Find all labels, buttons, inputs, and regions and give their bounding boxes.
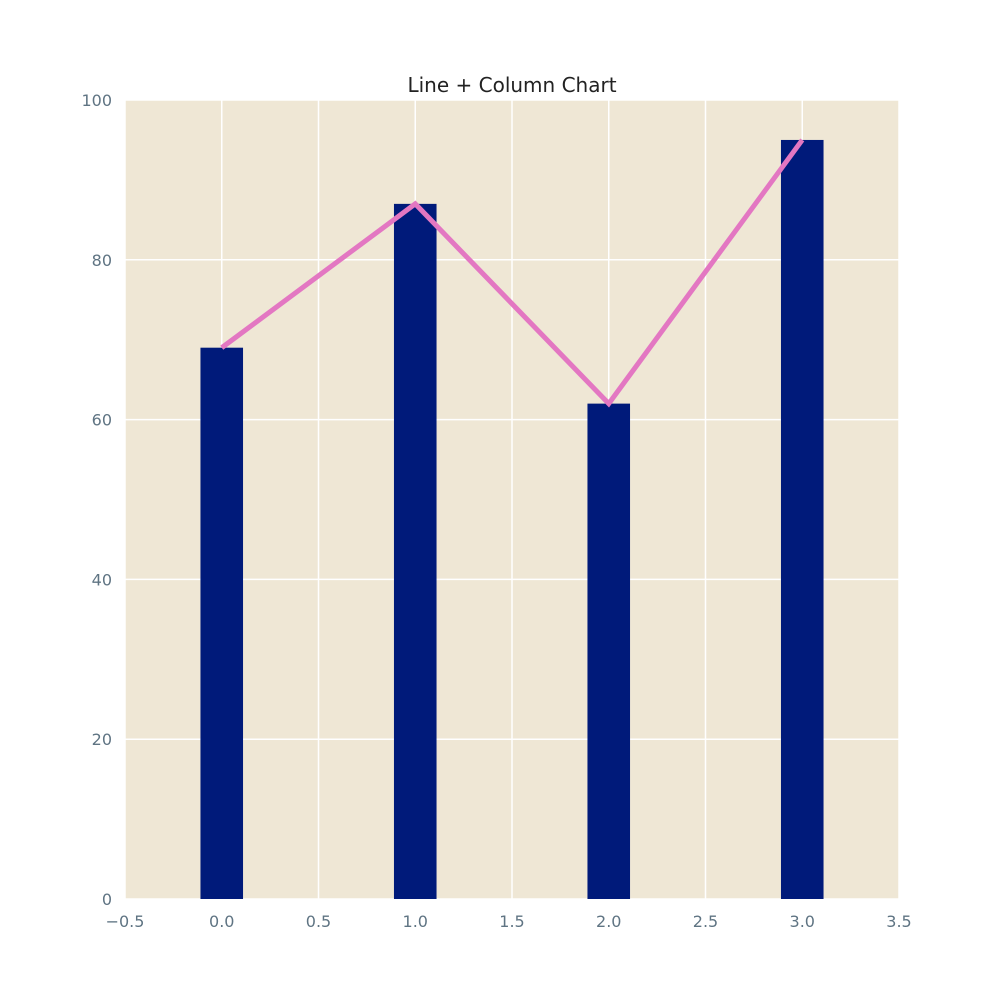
- line-series-path: [220, 138, 805, 408]
- bar-2: [587, 403, 631, 899]
- y-tick-label-2: 40: [92, 570, 112, 589]
- bar-0: [200, 347, 244, 899]
- x-tick-label-5: 2.0: [596, 912, 621, 931]
- x-tick-label-1: 0.0: [209, 912, 234, 931]
- line-series: [220, 138, 805, 408]
- x-tick-label-7: 3.0: [790, 912, 815, 931]
- bar-series: [200, 139, 824, 899]
- bar-3: [780, 139, 824, 899]
- x-tick-label-4: 1.5: [499, 912, 524, 931]
- y-tick-label-4: 80: [92, 251, 112, 270]
- y-tick-label-1: 20: [92, 730, 112, 749]
- y-axis-ticks: 0 20 40 60 80 100: [81, 91, 112, 909]
- x-tick-label-2: 0.5: [306, 912, 331, 931]
- x-tick-label-8: 3.5: [886, 912, 911, 931]
- y-tick-label-5: 100: [81, 91, 112, 110]
- y-tick-label-3: 60: [92, 411, 112, 430]
- bar-1: [393, 203, 437, 899]
- y-tick-label-0: 0: [102, 890, 112, 909]
- x-tick-label-3: 1.0: [403, 912, 428, 931]
- x-tick-label-6: 2.5: [693, 912, 718, 931]
- x-axis-ticks: −0.5 0.0 0.5 1.0 1.5 2.0 2.5 3.0 3.5: [106, 912, 912, 931]
- x-tick-label-0: −0.5: [106, 912, 145, 931]
- chart-title: Line + Column Chart: [407, 73, 616, 97]
